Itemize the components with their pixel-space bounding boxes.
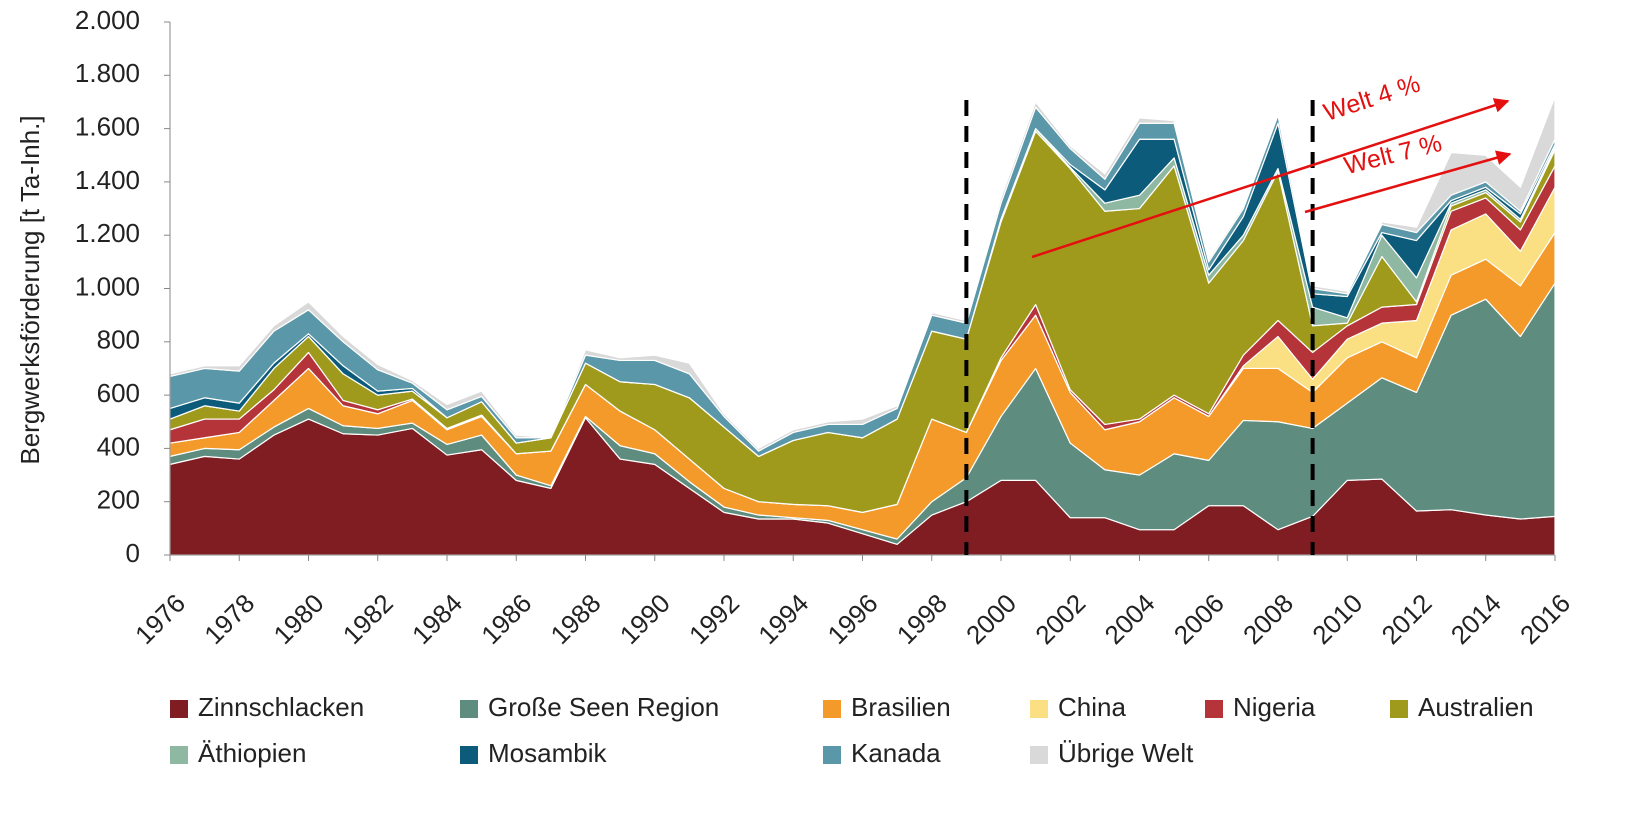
y-tick-label: 0	[126, 538, 140, 568]
legend-swatch	[170, 700, 188, 718]
legend-swatch	[170, 746, 188, 764]
y-tick-label: 1.000	[75, 271, 140, 301]
x-tick-label: 2006	[1168, 588, 1230, 650]
y-tick-label: 1.200	[75, 218, 140, 248]
x-tick-label: 2000	[960, 588, 1022, 650]
y-tick-label: 400	[97, 431, 140, 461]
legend-label: Nigeria	[1233, 692, 1316, 722]
legend-label: Australien	[1418, 692, 1534, 722]
x-tick-label: 1986	[475, 588, 537, 650]
y-axis-label: Bergwerksförderung [t Ta-Inh.]	[15, 115, 45, 464]
legend-label: Äthiopien	[198, 738, 306, 768]
y-tick-label: 800	[97, 325, 140, 355]
x-tick-label: 2002	[1029, 588, 1091, 650]
x-tick-label: 1976	[129, 588, 191, 650]
trend-arrow	[1031, 98, 1510, 259]
x-tick-label: 2012	[1375, 588, 1437, 650]
x-tick-label: 2008	[1237, 588, 1299, 650]
legend-swatch	[823, 746, 841, 764]
y-tick-label: 1.400	[75, 165, 140, 195]
legend-label: Zinnschlacken	[198, 692, 364, 722]
y-tick-label: 600	[97, 378, 140, 408]
x-tick-label: 1994	[752, 588, 814, 650]
legend-swatch	[460, 700, 478, 718]
annotation: Welt 4 %	[1320, 70, 1423, 127]
area	[169, 96, 1556, 452]
x-tick-label: 2016	[1514, 588, 1576, 650]
legend-swatch	[823, 700, 841, 718]
annotation: Welt 7 %	[1341, 129, 1444, 180]
legend-label: Große Seen Region	[488, 692, 719, 722]
x-tick-label: 1982	[337, 588, 399, 650]
y-tick-label: 200	[97, 485, 140, 515]
legend-swatch	[1030, 700, 1048, 718]
legend-swatch	[1390, 700, 1408, 718]
legend-swatch	[1205, 700, 1223, 718]
x-tick-label: 1988	[544, 588, 606, 650]
x-tick-label: 1992	[683, 588, 745, 650]
trend-arrow	[1304, 150, 1512, 214]
x-tick-label: 1996	[821, 588, 883, 650]
legend-label: Kanada	[851, 738, 941, 768]
x-tick-label: 1990	[614, 588, 676, 650]
y-tick-label: 2.000	[75, 5, 140, 35]
y-tick-label: 1.800	[75, 58, 140, 88]
x-tick-label: 1984	[406, 588, 468, 650]
legend-label: China	[1058, 692, 1126, 722]
legend-label: Mosambik	[488, 738, 607, 768]
x-tick-label: 1998	[891, 588, 953, 650]
x-tick-label: 1978	[198, 588, 260, 650]
x-tick-label: 2010	[1306, 588, 1368, 650]
y-tick-label: 1.600	[75, 111, 140, 141]
x-tick-label: 2004	[1098, 588, 1160, 650]
legend-label: Brasilien	[851, 692, 951, 722]
x-tick-label: 2014	[1445, 588, 1507, 650]
legend-swatch	[460, 746, 478, 764]
legend-swatch	[1030, 746, 1048, 764]
x-tick-label: 1980	[267, 588, 329, 650]
legend-label: Übrige Welt	[1058, 738, 1194, 768]
